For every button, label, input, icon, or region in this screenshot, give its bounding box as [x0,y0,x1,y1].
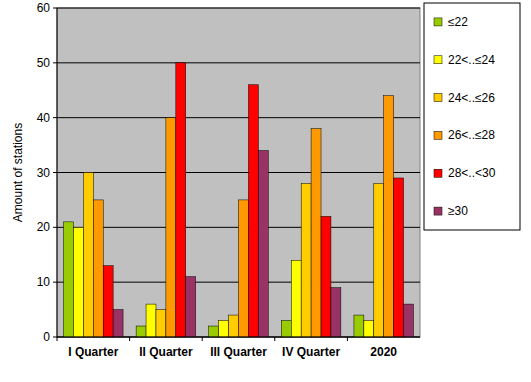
y-axis-title: Amount of stations [11,123,25,222]
bar [64,222,74,337]
tick-label: 10 [37,275,51,289]
bar [404,304,414,337]
bar [311,129,321,337]
legend-swatch [434,207,442,215]
tick-mark [53,62,57,63]
bar [146,304,156,337]
grid-line [57,8,420,9]
bar [291,260,301,337]
bar [394,178,404,337]
tick-mark [53,117,57,118]
tick-label: 50 [37,56,51,70]
bar [136,326,146,337]
category-label: III Quarter [210,345,267,359]
grid-line [57,117,420,118]
bar [186,277,196,337]
legend-label: 24<..≤26 [448,91,495,105]
tick-label: 40 [37,111,51,125]
x-tick [274,337,275,341]
y-axis [57,8,58,337]
x-tick [57,337,58,341]
bar [166,118,176,337]
category-label: IV Quarter [282,345,340,359]
grid-line [57,62,420,63]
bar [156,310,166,337]
plot-area [57,8,420,337]
grid-line [57,172,420,173]
bar [103,266,113,337]
bar [176,63,186,337]
legend-swatch [434,56,442,64]
bar [219,321,229,337]
bar [374,183,384,337]
legend [424,3,520,230]
x-axis [57,337,420,338]
tick-mark [53,227,57,228]
tick-label: 0 [43,330,50,344]
tick-label: 60 [37,1,51,15]
x-tick [202,337,203,341]
tick-mark [53,8,57,9]
chart-container: 0 10 20 30 40 50 60 I Quarter II Quarter III Quar… [0,0,531,382]
bar [73,227,83,337]
category-label: I Quarter [68,345,118,359]
chart: 0 10 20 30 40 50 60 I Quarter II Quarter III Quar… [0,0,531,382]
legend-swatch [434,18,442,26]
legend-label: ≥30 [448,204,468,218]
legend-label: 22<..≤24 [448,53,495,67]
legend-swatch [434,94,442,102]
bar [209,326,219,337]
legend-label: ≤22 [448,15,468,29]
bar [281,321,291,337]
bar [258,151,268,337]
bar [354,315,364,337]
category-label: II Quarter [139,345,193,359]
tick-label: 30 [37,166,51,180]
bar [239,200,249,337]
bar [113,310,123,337]
bar [321,216,331,337]
legend-swatch [434,169,442,177]
tick-mark [53,172,57,173]
category-label: 2020 [370,345,397,359]
legend-swatch [434,131,442,139]
bar [248,85,258,337]
legend-label: 26<..≤28 [448,128,495,142]
x-tick [129,337,130,341]
bar [384,96,394,337]
tick-label: 20 [37,220,51,234]
x-tick [347,337,348,341]
bar [229,315,239,337]
bar [301,183,311,337]
bar [93,200,103,337]
bar [331,288,341,337]
tick-mark [53,337,57,338]
bar [364,321,374,337]
bars [64,63,414,337]
tick-mark [53,282,57,283]
bar [83,173,93,338]
legend-label: 28<..<30 [448,166,496,180]
grid-line [57,337,420,338]
